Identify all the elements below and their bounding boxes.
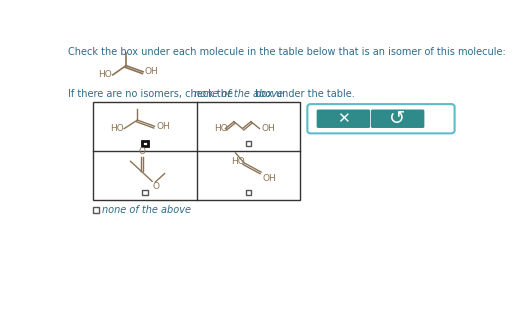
Bar bbox=[246, 190, 251, 195]
Bar bbox=[94, 207, 99, 213]
Text: OH: OH bbox=[261, 124, 275, 133]
Text: Check the box under each molecule in the table below that is an isomer of this m: Check the box under each molecule in the… bbox=[68, 47, 506, 57]
Text: HO: HO bbox=[231, 157, 245, 166]
Text: HO: HO bbox=[214, 124, 227, 133]
Text: OH: OH bbox=[263, 174, 276, 183]
Text: OH: OH bbox=[156, 122, 170, 131]
Bar bbox=[142, 190, 147, 195]
FancyBboxPatch shape bbox=[316, 110, 370, 128]
Bar bbox=[94, 102, 301, 200]
FancyBboxPatch shape bbox=[371, 110, 424, 128]
Text: OH: OH bbox=[144, 67, 158, 76]
Bar bbox=[246, 141, 251, 146]
Text: HO: HO bbox=[98, 70, 112, 79]
Text: none of the above: none of the above bbox=[102, 205, 191, 215]
Text: O: O bbox=[153, 182, 160, 191]
Text: HO: HO bbox=[110, 124, 123, 133]
Text: O: O bbox=[139, 147, 145, 156]
Text: none of the above: none of the above bbox=[194, 89, 283, 99]
Text: box under the table.: box under the table. bbox=[252, 89, 355, 99]
Text: ↺: ↺ bbox=[390, 109, 406, 128]
FancyBboxPatch shape bbox=[307, 104, 455, 133]
Text: If there are no isomers, check the: If there are no isomers, check the bbox=[68, 89, 236, 99]
Bar bbox=[142, 141, 147, 146]
Text: ✕: ✕ bbox=[337, 111, 350, 126]
